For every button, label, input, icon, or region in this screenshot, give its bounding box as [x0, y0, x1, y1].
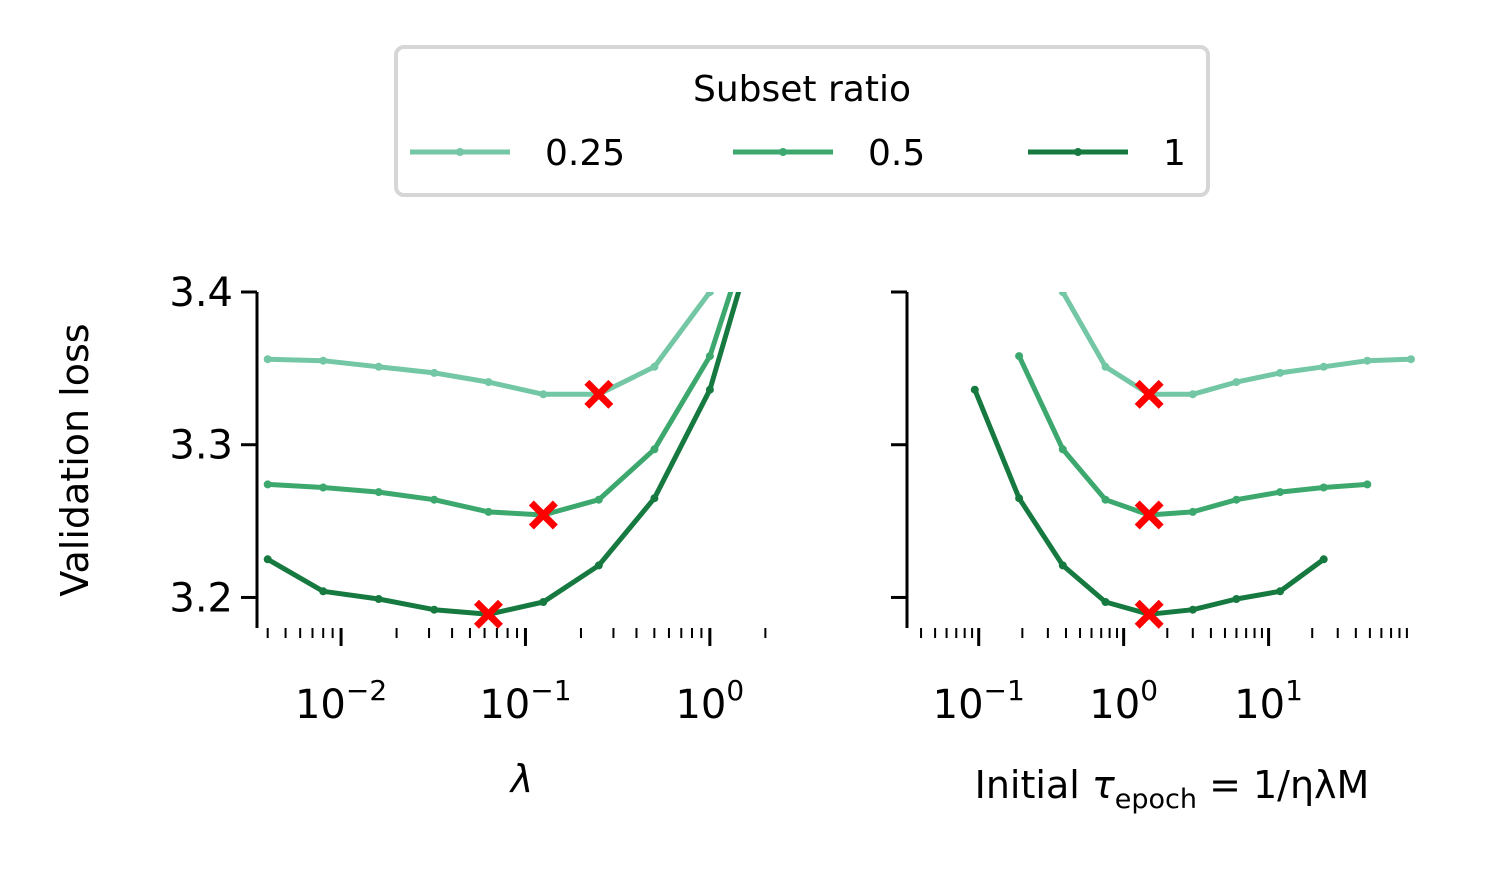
left-series-0-point	[705, 292, 714, 296]
left-series-1-point	[263, 480, 272, 489]
legend-entry-label: 1	[1163, 133, 1186, 174]
legend-swatch-point	[779, 148, 787, 156]
legend-entry-1: 0.5	[733, 133, 925, 174]
left-series-line-2	[266, 292, 742, 617]
left-panel: 3.2 3.3 3.4 10−2 10−1 100 Validation loss λ	[53, 196, 769, 801]
right-optimum-marker-2	[1134, 599, 1164, 629]
left-series-1-point	[705, 352, 714, 361]
right-series-2-point	[1101, 598, 1110, 606]
left-series-2-point	[539, 598, 548, 606]
left-series-2-point	[319, 587, 328, 596]
right-series-0-point	[1058, 292, 1067, 296]
left-series-2-point	[594, 561, 603, 570]
left-series-1-point	[430, 495, 439, 504]
left-optimum-marker-0	[584, 379, 614, 409]
right-x-tick-label: 100	[1089, 674, 1158, 728]
left-series-1-point	[594, 495, 603, 504]
legend-entry-label: 0.25	[545, 133, 625, 174]
right-x-label-subscript: epoch	[1115, 784, 1197, 815]
right-series-line-2	[972, 388, 1326, 617]
right-series-2-point	[1232, 595, 1241, 603]
left-series-1-point	[319, 483, 328, 492]
left-x-tick-label: 10−2	[295, 674, 387, 728]
left-x-axis-label: λ	[509, 757, 534, 801]
right-series-0-point	[1363, 356, 1372, 365]
y-tick-label: 3.2	[169, 575, 233, 621]
right-panel: 10−1 100 101 Initial τepoch = 1/ηλM	[891, 290, 1415, 815]
right-series-0-point	[1232, 378, 1241, 387]
left-x-tick-label: 10−1	[479, 674, 571, 728]
right-series-2-point	[1015, 494, 1024, 503]
left-series-1-point	[374, 488, 383, 497]
left-series-2-point	[650, 494, 659, 503]
left-series-1-point	[484, 507, 493, 516]
left-series-line-0	[267, 292, 713, 397]
right-series-1-point	[1319, 483, 1328, 492]
legend: Subset ratio 0.25 0.5 1	[394, 45, 1210, 197]
right-optimum-marker-1	[1134, 500, 1164, 530]
left-series-0-point	[319, 356, 328, 365]
y-tick-label: 3.4	[169, 270, 233, 316]
right-series-1-point	[1015, 352, 1024, 361]
left-series-2-point	[761, 196, 769, 204]
y-axis-label: Validation loss	[53, 323, 97, 596]
left-series-1-point	[650, 445, 659, 454]
right-series-1-point	[1058, 445, 1067, 454]
left-series-2-point	[263, 555, 272, 564]
right-series-2-point	[1319, 555, 1328, 564]
right-x-label-symbol: τ	[1092, 763, 1116, 807]
left-optimum-marker-2	[473, 599, 503, 629]
left-optimum-marker-1	[528, 500, 558, 530]
legend-swatch-point	[1074, 148, 1082, 156]
right-series-0-point	[1319, 362, 1328, 371]
right-x-tick-label: 10−1	[933, 674, 1025, 728]
right-series-1-point	[1188, 507, 1197, 516]
right-x-label-prefix: Initial	[975, 763, 1092, 807]
y-tick-label: 3.3	[169, 423, 233, 469]
left-series-0-point	[484, 378, 493, 387]
left-x-tick-label: 100	[675, 674, 744, 728]
left-series-2-point	[705, 385, 714, 394]
right-x-tick-label: 101	[1234, 674, 1303, 728]
right-x-axis-label: Initial τepoch = 1/ηλM	[975, 763, 1370, 815]
right-x-label-suffix: = 1/ηλM	[1197, 763, 1369, 807]
right-series-2-point	[1276, 587, 1285, 596]
right-optimum-marker-0	[1134, 379, 1164, 409]
right-series-1-point	[1232, 495, 1241, 504]
right-series-1-point	[1101, 495, 1110, 504]
legend-frame	[394, 45, 1210, 197]
legend-swatch-point	[456, 148, 464, 156]
right-series-0-point	[1101, 362, 1110, 371]
left-series-line-1	[267, 292, 734, 518]
right-series-2-point	[970, 385, 979, 394]
right-series-1-point	[1276, 488, 1285, 497]
legend-entry-2: 1	[1028, 133, 1186, 174]
legend-entry-label: 0.5	[868, 133, 925, 174]
left-series-0-point	[650, 362, 659, 371]
left-series-2-point	[374, 595, 383, 603]
right-series-0-point	[1276, 368, 1285, 377]
left-series-0-point	[263, 355, 272, 364]
left-series-0-point	[430, 368, 439, 377]
right-series-0-point	[1407, 355, 1415, 364]
right-series-2-point	[1058, 561, 1067, 570]
right-series-line-1	[1016, 355, 1368, 518]
right-series-0-point	[1188, 390, 1197, 399]
legend-entry-0: 0.25	[410, 133, 625, 174]
left-series-0-point	[539, 390, 548, 399]
left-series-2-point	[430, 605, 439, 614]
left-series-0-point	[374, 362, 383, 371]
right-series-1-point	[1363, 480, 1372, 489]
legend-title: Subset ratio	[693, 69, 911, 110]
right-series-2-point	[1188, 605, 1197, 614]
